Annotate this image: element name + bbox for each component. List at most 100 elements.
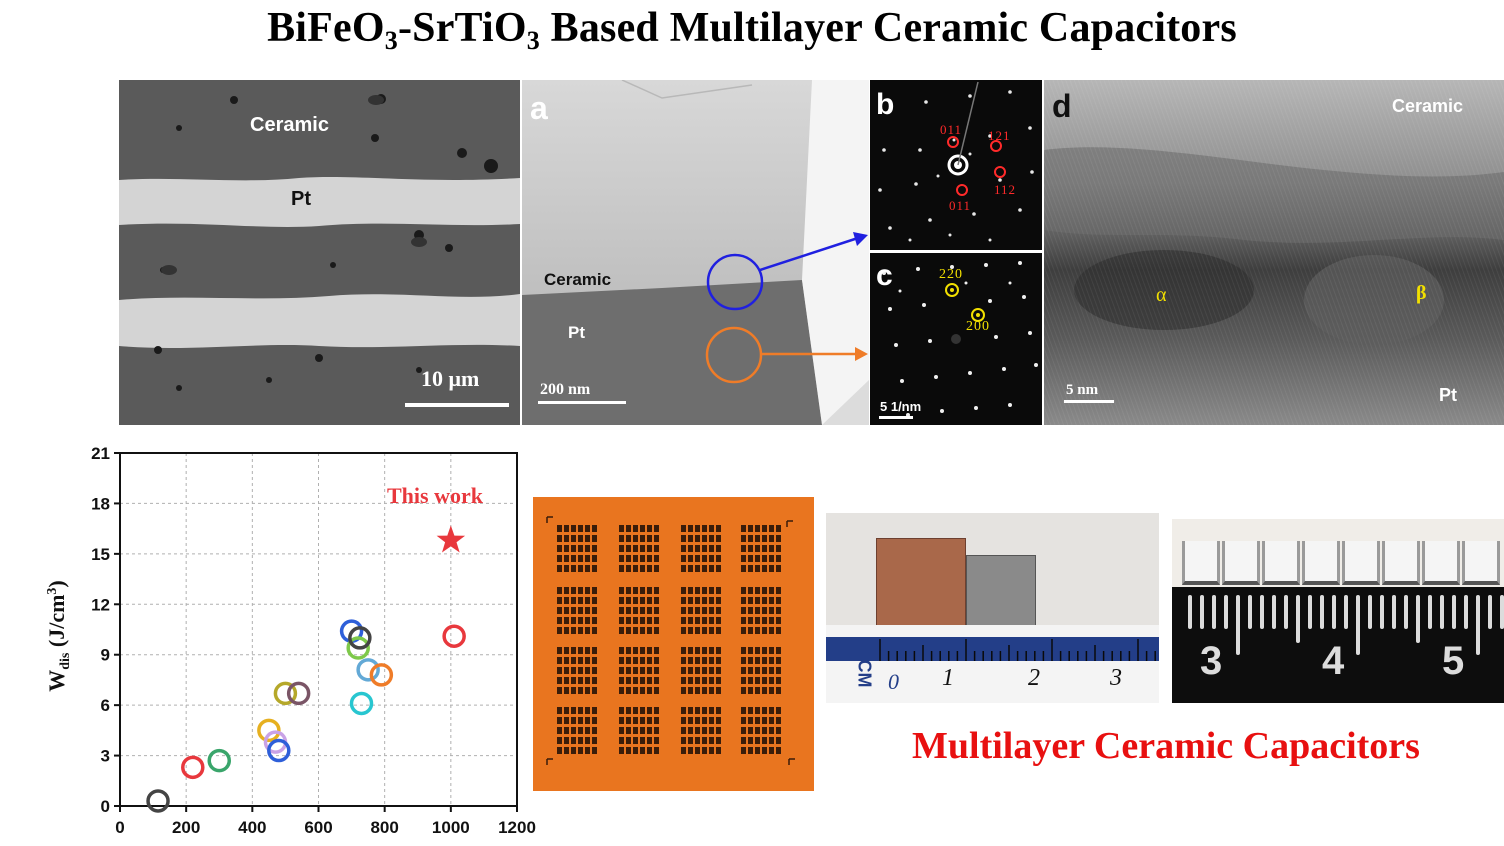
electrode-pad [695, 717, 700, 724]
electrode-pad [755, 717, 760, 724]
electrode-pad [640, 535, 645, 542]
data-point [207, 748, 231, 773]
electrode-pad [626, 565, 631, 572]
electrode-pad [762, 707, 767, 714]
electrode-pad [688, 717, 693, 724]
electrode-pad [578, 677, 583, 684]
x-tick-label: 800 [370, 818, 398, 837]
electrode-pad [564, 737, 569, 744]
saed-c-scale-bar [879, 416, 913, 419]
electrode-pad [688, 677, 693, 684]
electrode-pad [681, 565, 686, 572]
chart-points [146, 525, 466, 813]
electrode-pad [647, 525, 652, 532]
electrode-pad [688, 657, 693, 664]
ruler-num-2: 2 [1028, 665, 1040, 691]
electrode-pad [688, 737, 693, 744]
data-point [349, 691, 374, 716]
electrode-pad [741, 737, 746, 744]
electrode-pad [619, 727, 624, 734]
electrode-pad [557, 747, 562, 754]
electrode-pad [633, 617, 638, 624]
electrode-pad [626, 597, 631, 604]
electrode-pad [571, 555, 576, 562]
electrode-pad [647, 737, 652, 744]
electrode-pad [557, 737, 562, 744]
electrode-pad [716, 525, 721, 532]
electrode-pad [640, 597, 645, 604]
mlcc-chip [1422, 541, 1460, 585]
electrode-pad [695, 647, 700, 654]
data-point [273, 681, 298, 706]
x-tick-label: 0 [115, 818, 124, 837]
electrode-pad [578, 687, 583, 694]
electrode-pad [769, 617, 774, 624]
electrode-pad [647, 617, 652, 624]
electrode-pad [702, 727, 707, 734]
electrode-pad [633, 545, 638, 552]
electrode-pad [688, 535, 693, 542]
data-point [356, 658, 380, 682]
electrode-pad [654, 667, 659, 674]
electrode-pad [741, 727, 746, 734]
electrode-pad [619, 647, 624, 654]
electrode-pad [748, 687, 753, 694]
sem-ceramic-label: Ceramic [250, 114, 329, 136]
electrode-pad [681, 747, 686, 754]
electrode-pad [755, 617, 760, 624]
electrode-pad [654, 525, 659, 532]
electrode-pad [619, 667, 624, 674]
electrode-pad [762, 545, 767, 552]
electrode-pad [769, 727, 774, 734]
electrode-pad [716, 617, 721, 624]
electrode-pad [769, 747, 774, 754]
electrode-pad [592, 727, 597, 734]
electrode-pad [592, 707, 597, 714]
electrode-pad [626, 555, 631, 562]
electrode-pad [592, 717, 597, 724]
electrode-pad [695, 607, 700, 614]
electrode-pad [654, 607, 659, 614]
electrode-pad [709, 687, 714, 694]
electrode-pad [741, 647, 746, 654]
electrode-pad [769, 535, 774, 542]
electrode-pad [619, 555, 624, 562]
electrode-pad [748, 617, 753, 624]
electrode-pad [564, 587, 569, 594]
electrode-pad [647, 587, 652, 594]
electrode-pad [654, 565, 659, 572]
electrode-pad [647, 727, 652, 734]
electrode-pad [578, 607, 583, 614]
electrode-pad [640, 717, 645, 724]
electrode-pad [619, 565, 624, 572]
electrode-pad [748, 727, 753, 734]
electrode-pad [557, 597, 562, 604]
electrode-pad [709, 727, 714, 734]
electrode-pad [633, 555, 638, 562]
electrode-pad [557, 525, 562, 532]
electrode-pad [709, 555, 714, 562]
electrode-pad [755, 647, 760, 654]
electrode-pad [702, 565, 707, 572]
electrode-pad [640, 555, 645, 562]
tem-a-pt-label: Pt [568, 323, 585, 342]
electrode-pad [688, 687, 693, 694]
electrode-pad [592, 657, 597, 664]
electrode-pad [762, 727, 767, 734]
electrode-pad [619, 707, 624, 714]
electrode-pad [654, 707, 659, 714]
electrode-pad [654, 647, 659, 654]
electrode-pad [709, 707, 714, 714]
electrode-pad [709, 545, 714, 552]
electrode-pad [716, 717, 721, 724]
x-tick-label: 1000 [432, 818, 470, 837]
electrode-pad [571, 627, 576, 634]
electrode-pad [633, 677, 638, 684]
electrode-pad [592, 677, 597, 684]
electrode-pad [755, 545, 760, 552]
electrode-pad [571, 657, 576, 664]
electrode-pad [626, 667, 631, 674]
electrode-pad [776, 535, 781, 542]
electrode-pad [619, 737, 624, 744]
electrode-pad [716, 555, 721, 562]
